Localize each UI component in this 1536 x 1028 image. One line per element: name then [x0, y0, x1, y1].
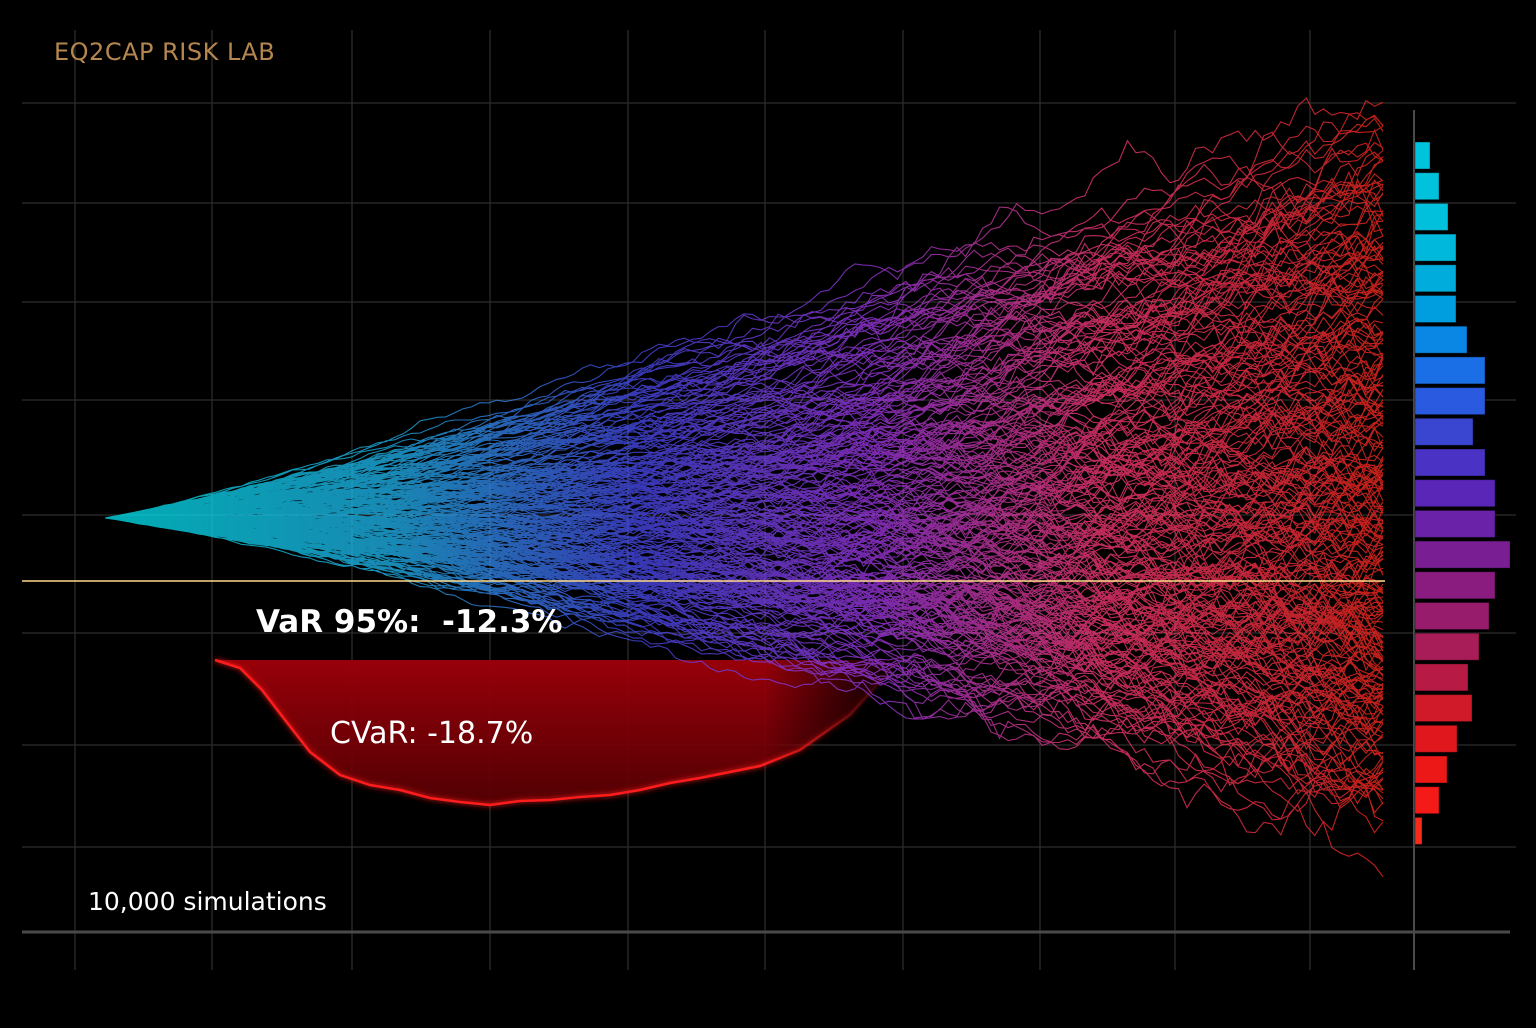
histogram-bar [1414, 356, 1486, 385]
histogram-bar [1414, 694, 1473, 723]
histogram-bar [1414, 509, 1496, 538]
histogram-bar [1414, 724, 1458, 753]
histogram-bar [1414, 172, 1440, 201]
histogram-bar [1414, 755, 1448, 784]
histogram-bar [1414, 571, 1496, 600]
histogram-bar [1414, 387, 1486, 416]
histogram-bar [1414, 448, 1486, 477]
histogram-bar [1414, 632, 1480, 661]
cvar-edge [214, 658, 901, 807]
histogram-bar [1414, 141, 1431, 170]
histogram-bar [1414, 540, 1511, 569]
brand-title: EQ2CAP RISK LAB [54, 38, 276, 66]
histogram-bar [1414, 786, 1440, 815]
histogram-bar [1414, 325, 1468, 354]
terminal-distribution-histogram [1414, 141, 1511, 845]
histogram-bar [1414, 295, 1457, 323]
histogram-bar [1414, 479, 1496, 508]
histogram-bar [1414, 417, 1474, 446]
histogram-bar [1414, 602, 1490, 630]
histogram-bar [1414, 663, 1469, 692]
histogram-bar [1414, 202, 1449, 231]
var-95-label: VaR 95%: -12.3% [256, 604, 563, 640]
simulations-count-label: 10,000 simulations [88, 887, 327, 916]
histogram-bar [1414, 264, 1457, 293]
histogram-bar [1414, 816, 1423, 845]
cvar-label: CVaR: -18.7% [330, 716, 534, 751]
histogram-bar [1414, 233, 1457, 262]
